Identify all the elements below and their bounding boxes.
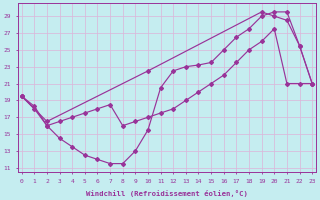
X-axis label: Windchill (Refroidissement éolien,°C): Windchill (Refroidissement éolien,°C) (86, 190, 248, 197)
